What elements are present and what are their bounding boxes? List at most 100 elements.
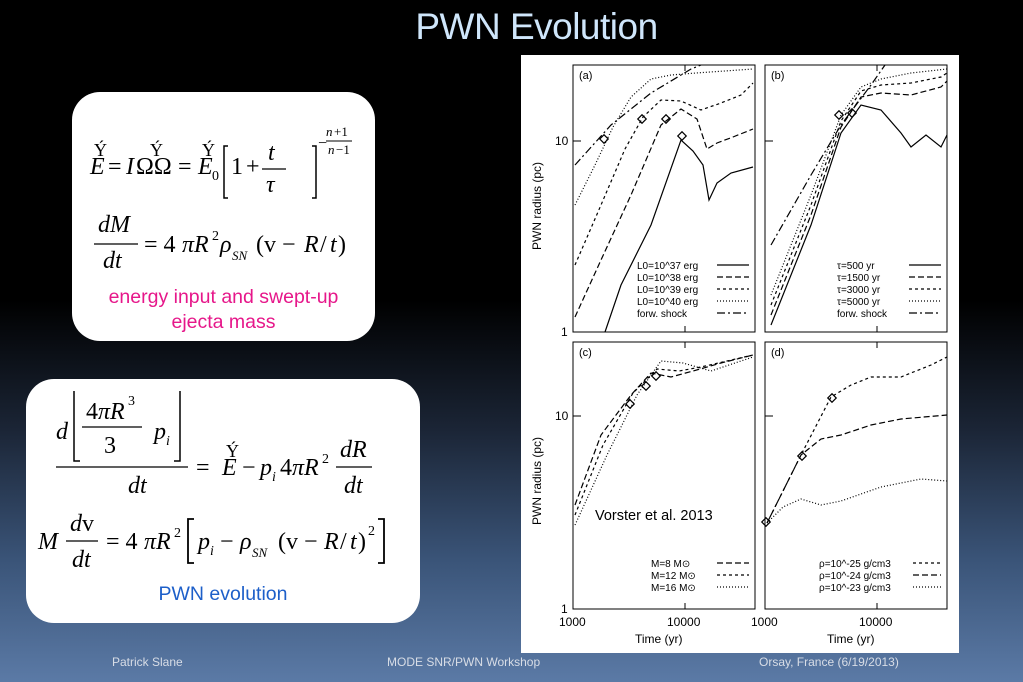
svg-text:E: E (89, 154, 105, 180)
energy-caption: energy input and swept-up ejecta mass (72, 285, 375, 335)
energy-equation: E Ý = I ΩΩ Ý = E Ý 0 1 + t τ n +1 n −1 − (86, 116, 376, 213)
marker-d-1 (760, 516, 772, 528)
svg-text:(v −: (v − (256, 232, 296, 258)
svg-text:d: d (56, 419, 69, 445)
legend-a-1: L0=10^38 erg (637, 273, 698, 284)
svg-text:2: 2 (368, 524, 375, 539)
svg-text:dR: dR (340, 437, 367, 463)
legend-d-0: ρ=10^-25 g/cm3 (819, 559, 891, 570)
svg-text:i: i (272, 470, 276, 485)
svg-text:Ý: Ý (202, 139, 215, 160)
legend-c-2: M=16 M⊙ (651, 583, 696, 594)
curve-d-rho24 (766, 414, 948, 524)
curve-b-500 (770, 104, 948, 326)
legend-a-0: L0=10^37 erg (637, 261, 698, 272)
figure-plot-graphic: (a) (b) (c) (d) 10 1 10 1 1000 10000 100… (530, 64, 948, 646)
svg-text:+: + (246, 154, 260, 180)
momentum-equation: M d v dt = 4 πR 2 p i − ρ SN (v − R / t … (34, 507, 419, 584)
svg-text:−: − (242, 455, 256, 481)
panel-c-label: (c) (579, 347, 592, 359)
svg-text:+1: +1 (334, 124, 348, 139)
footer-author: Patrick Slane (112, 655, 183, 669)
curve-b-5000 (770, 68, 948, 296)
legend-a-4: forw. shock (637, 309, 688, 320)
svg-text:4: 4 (280, 455, 292, 481)
legend-b-3: τ=5000 yr (837, 297, 881, 308)
svg-text:=: = (108, 154, 122, 180)
svg-text:i: i (210, 544, 214, 559)
legend-c-1: M=12 M⊙ (651, 571, 696, 582)
svg-text:SN: SN (252, 545, 269, 560)
svg-text:I: I (125, 154, 135, 180)
curve-a-L39 (574, 82, 754, 266)
svg-text:2: 2 (322, 452, 329, 467)
svg-text:SN: SN (232, 248, 249, 263)
curve-d-rho25 (766, 356, 948, 524)
slide-title: PWN Evolution (415, 6, 658, 47)
curve-c-M12 (574, 354, 754, 516)
xtick-c-1000: 1000 (559, 615, 586, 629)
curve-b-1500 (770, 80, 948, 316)
mass-equation-graphic: dM dt = 4 πR 2 ρ SN (v − R / t ) (94, 212, 346, 274)
marker-b-2 (846, 107, 858, 119)
xtick-c-10000: 10000 (667, 615, 701, 629)
svg-text:v: v (82, 511, 94, 537)
svg-text:dt: dt (103, 248, 123, 274)
ylabel-bottom: PWN radius (pc) (530, 437, 544, 525)
svg-text:2: 2 (174, 526, 181, 541)
marker-a-3 (660, 113, 672, 125)
svg-text:M: M (37, 529, 60, 555)
svg-text:): ) (358, 529, 366, 555)
svg-text:−: − (220, 529, 234, 555)
curve-b-3000 (770, 72, 948, 306)
ytick-c-1: 1 (561, 602, 568, 616)
svg-text:2: 2 (212, 229, 219, 244)
legend-c-0: M=8 M⊙ (651, 559, 690, 570)
panel-b-label: (b) (771, 70, 784, 82)
ytick-a-1: 1 (561, 325, 568, 339)
svg-text:dM: dM (98, 212, 132, 238)
xtick-d-1000: 1000 (751, 615, 778, 629)
mass-equation: dM dt = 4 πR 2 ρ SN (v − R / t ) (86, 204, 366, 281)
energy-caption-line2: ejecta mass (171, 311, 276, 333)
svg-text:πR: πR (182, 232, 209, 258)
svg-text:1: 1 (231, 154, 243, 180)
svg-text:ρ: ρ (239, 529, 252, 555)
equation-box-energy-input: E Ý = I ΩΩ Ý = E Ý 0 1 + t τ n +1 n −1 − (72, 92, 375, 341)
momentum-equation-graphic: M d v dt = 4 πR 2 p i − ρ SN (v − R / t … (37, 511, 385, 573)
svg-text:4: 4 (86, 399, 98, 425)
legend-a-3: L0=10^40 erg (637, 297, 698, 308)
pwn-evolution-caption: PWN evolution (158, 583, 288, 605)
svg-text:dt: dt (128, 473, 148, 499)
svg-text:n: n (326, 124, 333, 139)
svg-text:): ) (338, 232, 346, 258)
svg-text:ΩΩ: ΩΩ (136, 154, 172, 180)
marker-a-1 (598, 133, 610, 145)
footer-place-date: Orsay, France (6/19/2013) (759, 655, 899, 669)
svg-text:Ý: Ý (150, 139, 163, 160)
svg-text:E: E (221, 455, 237, 481)
marker-a-2 (636, 113, 648, 125)
svg-text:= 4: = 4 (106, 529, 138, 555)
svg-text:E: E (197, 154, 213, 180)
svg-text:R: R (303, 232, 319, 258)
svg-text:p: p (196, 529, 210, 555)
pressure-equation: d 4 πR 3 3 p i dt = E Ý − p i 4 πR 2 dR … (52, 385, 412, 512)
legend-b-2: τ=3000 yr (837, 285, 881, 296)
marker-c-3 (650, 370, 662, 382)
svg-text:/: / (340, 529, 347, 555)
legend-d-1: ρ=10^-24 g/cm3 (819, 571, 891, 582)
svg-text:d: d (70, 511, 83, 537)
curve-a-forw-shock (574, 64, 702, 166)
curve-a-L37 (604, 138, 754, 333)
xtick-d-10000: 10000 (859, 615, 893, 629)
energy-caption-line1: energy input and swept-up (108, 286, 339, 308)
svg-text:=: = (178, 154, 192, 180)
marker-b-1 (833, 109, 845, 121)
svg-text:/: / (320, 232, 327, 258)
svg-text:p: p (152, 419, 166, 445)
curve-b-forw-shock (770, 64, 886, 246)
svg-text:πR: πR (98, 399, 125, 425)
panel-a-label: (a) (579, 70, 592, 82)
curve-a-L38 (574, 108, 754, 318)
